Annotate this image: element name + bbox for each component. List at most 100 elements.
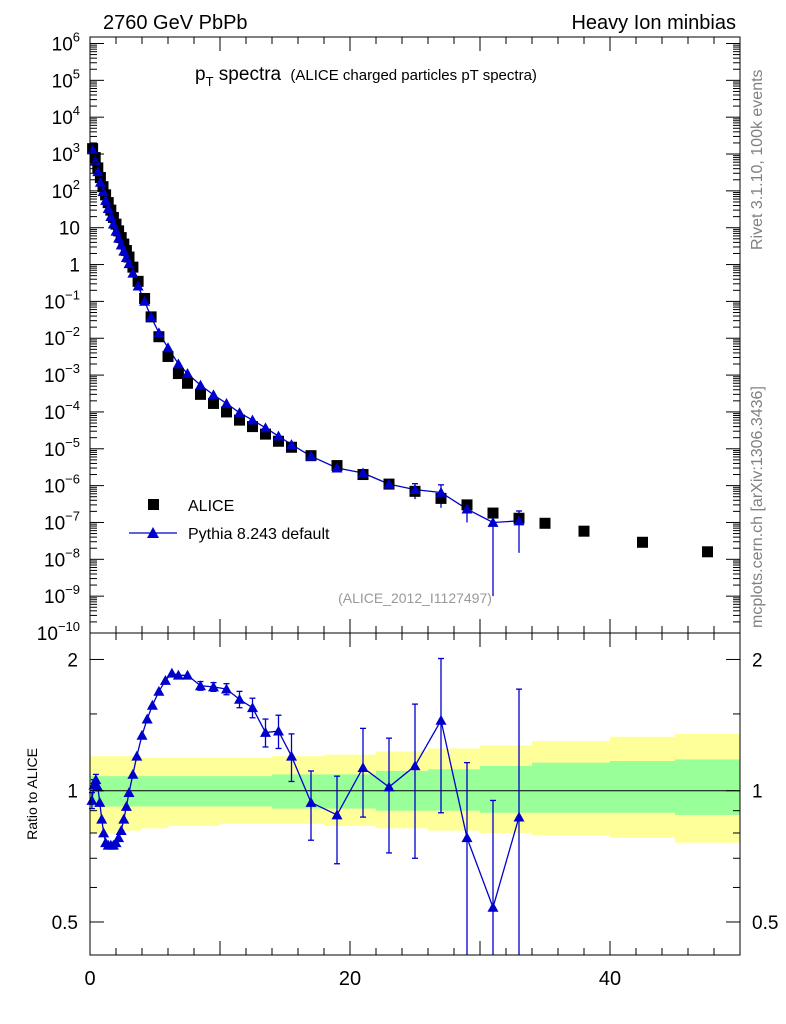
- ratio-inner-band: [480, 765, 532, 813]
- mc-point: [221, 397, 232, 408]
- ratio-point: [166, 667, 178, 678]
- ratio-point: [98, 827, 110, 838]
- mc-point: [208, 389, 219, 400]
- ratio-x-tick-label: 40: [599, 968, 621, 990]
- mc-point: [162, 342, 174, 353]
- mc-point: [102, 203, 114, 214]
- legend-mc-label: Pythia 8.243 default: [188, 526, 330, 543]
- y-tick-exponent: −1: [65, 287, 80, 302]
- title-main-rest: spectra: [214, 64, 282, 85]
- mc-point: [234, 407, 245, 418]
- mc-point: [100, 194, 112, 205]
- data-point: [234, 414, 245, 426]
- y-tick-base: 10: [44, 550, 65, 571]
- y-tick-base: 10: [44, 292, 65, 313]
- ratio-y-tick-label-right: 1: [752, 782, 763, 803]
- title-main: p: [195, 64, 206, 85]
- mc-point: [305, 450, 317, 461]
- y-tick-label: 10: [59, 219, 80, 240]
- y-tick-exponent: −6: [65, 472, 80, 487]
- mc-point: [123, 258, 135, 269]
- ratio-point: [123, 787, 135, 798]
- ratio-axes: 0.5 0.51 12 20 20 40: [52, 632, 778, 990]
- mc-point: [331, 462, 343, 473]
- mc-point: [513, 515, 525, 526]
- ratio-inner-band: [610, 760, 675, 813]
- data-point: [221, 406, 232, 418]
- ratio-point: [115, 825, 127, 836]
- ratio-point: [90, 774, 102, 785]
- y-tick-exponent: −10: [58, 619, 80, 634]
- ratio-point: [86, 794, 98, 805]
- mcplots-label: mcplots.cern.ch [arXiv:1306.3436]: [749, 386, 766, 628]
- data-point: [702, 546, 713, 558]
- ratio-point: [305, 796, 317, 807]
- ratio-point: [357, 762, 369, 772]
- ratio-inner-band: [220, 776, 272, 807]
- y-tick-base: 1: [69, 256, 80, 277]
- y-tick-base: 10: [52, 71, 73, 92]
- y-tick-label: 10−5: [44, 435, 80, 461]
- y-tick-base: 10: [52, 108, 73, 129]
- ratio-point: [409, 760, 421, 771]
- ratio-inner-band: [142, 776, 168, 807]
- mc-point: [105, 211, 117, 222]
- mc-point: [286, 439, 297, 449]
- legend-mc-marker: [147, 527, 159, 538]
- y-tick-label: 103: [52, 140, 80, 166]
- ratio-frame: [89, 632, 741, 956]
- data-point: [182, 377, 193, 389]
- ratio-point: [435, 714, 447, 725]
- ratio-x-tick-label: 0: [84, 968, 95, 990]
- ratio-point: [120, 801, 132, 811]
- y-tick-base: 10: [44, 366, 65, 387]
- y-tick-base: 10: [44, 477, 65, 498]
- mc-point: [127, 267, 139, 278]
- ratio-point: [273, 725, 284, 736]
- ratio-y-tick-label: 0.5: [52, 913, 78, 934]
- ratio-point: [182, 669, 193, 680]
- data-point: [578, 525, 590, 537]
- data-point: [172, 368, 184, 380]
- data-point: [195, 388, 206, 400]
- ratio-point: [153, 685, 165, 696]
- y-tick-label: 104: [52, 103, 80, 129]
- ratio-point: [513, 811, 525, 822]
- y-tick-base: 10: [59, 219, 80, 240]
- header-right: Heavy Ion minbias: [571, 12, 736, 34]
- y-tick-exponent: −5: [65, 435, 80, 450]
- data-point: [118, 238, 130, 250]
- mc-point: [132, 280, 144, 291]
- data-point: [162, 350, 174, 362]
- ratio-x-tick-label: 20: [339, 968, 361, 990]
- ratio-point: [195, 680, 206, 691]
- ratio-point: [208, 681, 219, 692]
- data-point: [487, 507, 499, 519]
- y-tick-label: 10−2: [44, 324, 80, 350]
- mc-point: [145, 311, 157, 322]
- main-plot-area: [87, 143, 713, 597]
- mc-point: [94, 176, 106, 187]
- ratio-point: [141, 713, 153, 724]
- y-tick-base: 10: [52, 145, 73, 166]
- mc-point: [139, 295, 151, 306]
- mc-point: [487, 516, 499, 527]
- y-tick-label: 1: [69, 256, 80, 277]
- title-paren: (ALICE charged particles pT spectra): [290, 67, 537, 84]
- y-tick-base: 10: [52, 182, 73, 203]
- ratio-point: [159, 674, 171, 685]
- data-point: [208, 397, 219, 409]
- y-tick-base: 10: [37, 624, 58, 645]
- legend-data-marker: [148, 499, 159, 510]
- y-tick-label: 10−6: [44, 472, 80, 498]
- ratio-point: [146, 699, 158, 710]
- ratio-panel: 0.5 0.51 12 20 20 40 Ratio to ALICE: [24, 632, 778, 990]
- data-point: [273, 435, 284, 447]
- ratio-y-tick-label: 2: [67, 650, 78, 671]
- analysis-watermark: (ALICE_2012_I1127497): [338, 590, 492, 606]
- y-tick-label: 10−10: [37, 619, 80, 645]
- y-tick-label: 10−7: [44, 508, 80, 534]
- mc-point: [435, 487, 447, 497]
- mc-point: [260, 422, 271, 433]
- ratio-point: [331, 809, 343, 820]
